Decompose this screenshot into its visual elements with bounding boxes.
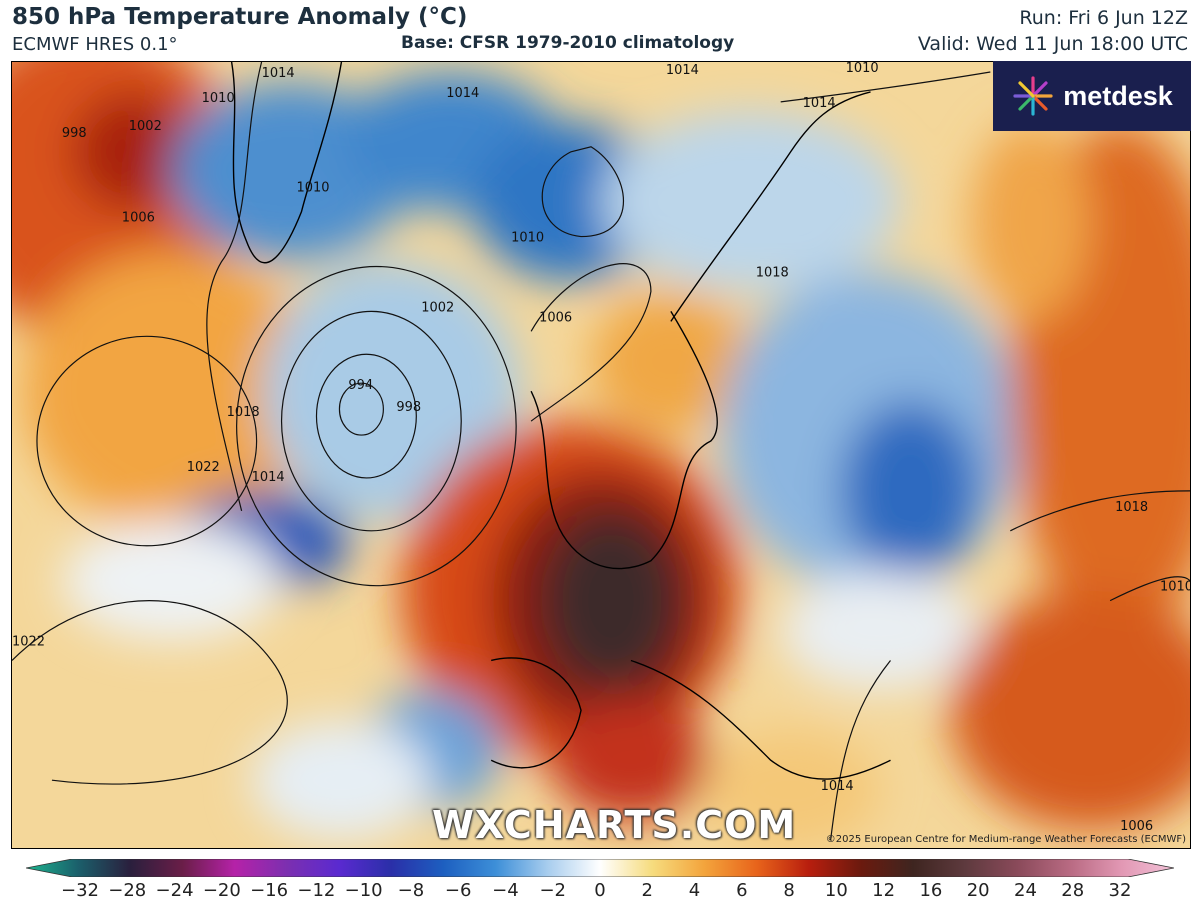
svg-text:1014: 1014 [446, 86, 479, 101]
svg-text:998: 998 [396, 400, 421, 415]
colorbar-tick-label: −12 [297, 880, 336, 901]
isobar-labels: 998 1002 1014 1010 1014 1010 1014 1014 1… [12, 61, 1191, 834]
svg-text:1010: 1010 [297, 181, 330, 196]
svg-text:1010: 1010 [1160, 580, 1191, 595]
anomaly-field [12, 62, 1190, 848]
colorbar-tick-label: −6 [444, 880, 472, 901]
chart-title: 850 hPa Temperature Anomaly (°C) [12, 4, 468, 30]
svg-text:1010: 1010 [202, 91, 235, 106]
colorbar-tick-label: 8 [783, 880, 795, 901]
svg-text:994: 994 [348, 378, 373, 393]
model-label: ECMWF HRES 0.1° [12, 34, 178, 55]
colorbar-tick-label: −2 [539, 880, 566, 901]
colorbar-tick-label: −20 [202, 880, 241, 901]
svg-text:1022: 1022 [187, 460, 220, 475]
colorbar-tick-label: −24 [155, 880, 194, 901]
svg-text:1018: 1018 [227, 405, 260, 420]
run-time-label: Run: Fri 6 Jun 12Z [1019, 7, 1188, 29]
colorbar-tick-label: −4 [492, 880, 519, 901]
colorbar-tick-label: 24 [1014, 880, 1037, 901]
colorbar-tick-label: 10 [824, 880, 848, 901]
colorbar-tick-label: −28 [108, 880, 147, 901]
svg-text:1018: 1018 [756, 265, 789, 280]
colorbar-tick-label: −16 [250, 880, 289, 901]
svg-text:1022: 1022 [12, 635, 45, 650]
colorbar-tick-label: −32 [61, 880, 99, 901]
colorbar-tick-label: 20 [966, 880, 990, 901]
colorbar-tick-label: 32 [1108, 880, 1132, 901]
svg-text:1014: 1014 [821, 779, 854, 794]
svg-text:1002: 1002 [421, 300, 454, 315]
isobar-contours [12, 62, 1190, 841]
svg-text:1014: 1014 [252, 470, 285, 485]
copyright-notice: ©2025 European Centre for Medium-range W… [825, 834, 1186, 845]
svg-text:1014: 1014 [262, 66, 295, 81]
anomaly-map: 998 1002 1014 1010 1014 1010 1014 1014 1… [11, 61, 1191, 849]
climatology-base-label: Base: CFSR 1979-2010 climatology [401, 33, 735, 53]
colorbar-tick-label: −8 [397, 880, 425, 901]
colorbar-tick-label: 4 [688, 880, 701, 901]
svg-text:1010: 1010 [511, 231, 544, 246]
svg-text:1014: 1014 [666, 63, 699, 78]
colorbar-tick-label: 12 [872, 880, 896, 901]
colorbar-tick-label: 28 [1061, 880, 1085, 901]
colorbar-tick-label: 16 [919, 880, 943, 901]
colorbar-tick-label: 2 [641, 880, 653, 901]
colorbar [26, 859, 1174, 877]
svg-text:1006: 1006 [1120, 819, 1153, 834]
coastlines [230, 62, 891, 780]
svg-text:1018: 1018 [1115, 500, 1148, 515]
svg-text:1014: 1014 [803, 96, 836, 111]
svg-text:1002: 1002 [129, 119, 162, 134]
colorbar-tick-label: 0 [594, 880, 606, 901]
svg-text:1006: 1006 [539, 310, 572, 325]
metdesk-logo-text: metdesk [1063, 80, 1173, 111]
svg-text:998: 998 [62, 126, 87, 141]
colorbar-tick-label: 6 [736, 880, 748, 901]
valid-time-label: Valid: Wed 11 Jun 18:00 UTC [917, 33, 1188, 55]
svg-text:1006: 1006 [122, 211, 155, 226]
metdesk-logo: metdesk [993, 61, 1191, 131]
wxcharts-watermark: WXCHARTS.COM [432, 803, 797, 847]
svg-text:1010: 1010 [846, 61, 879, 76]
metdesk-burst-icon [1013, 76, 1053, 116]
colorbar-tick-label: −10 [344, 880, 383, 901]
